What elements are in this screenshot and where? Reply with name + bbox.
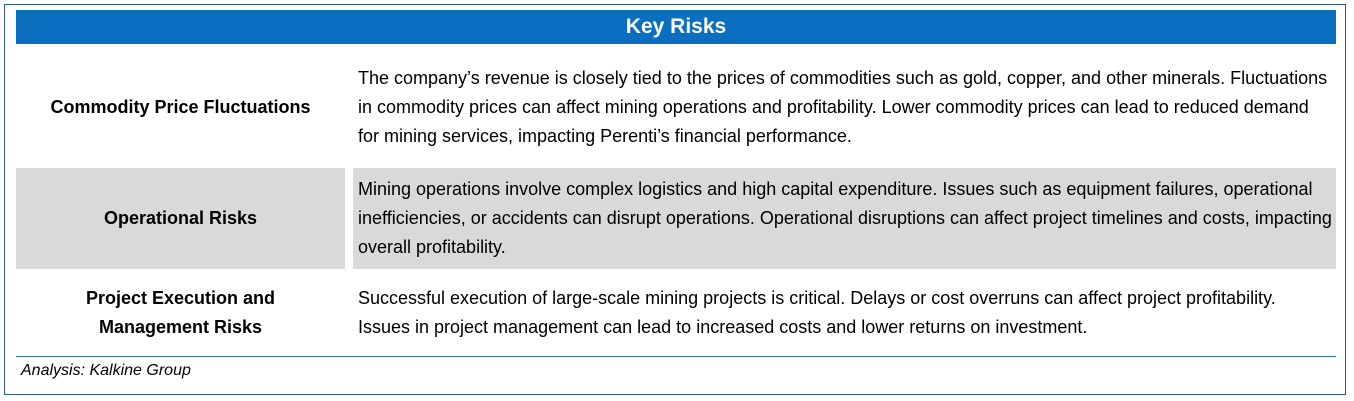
table-title: Key Risks [16,10,1336,44]
row-label: Operational Risks [16,168,345,269]
footer-divider [16,356,1336,357]
row-label: Project Execution and Management Risks [85,288,276,337]
row-description: The company’s revenue is closely tied to… [358,67,1328,146]
row-description: Mining operations involve complex logist… [353,168,1336,269]
table-row-operational: Operational Risks Mining operations invo… [16,168,1336,269]
row-label: Commodity Price Fluctuations [50,96,311,117]
table-row-commodity: Commodity Price Fluctuations The company… [16,48,1336,166]
table-row-project: Project Execution and Management Risks S… [16,272,1336,354]
source-note: Analysis: Kalkine Group [21,362,191,379]
row-description: Successful execution of large-scale mini… [358,288,1276,337]
